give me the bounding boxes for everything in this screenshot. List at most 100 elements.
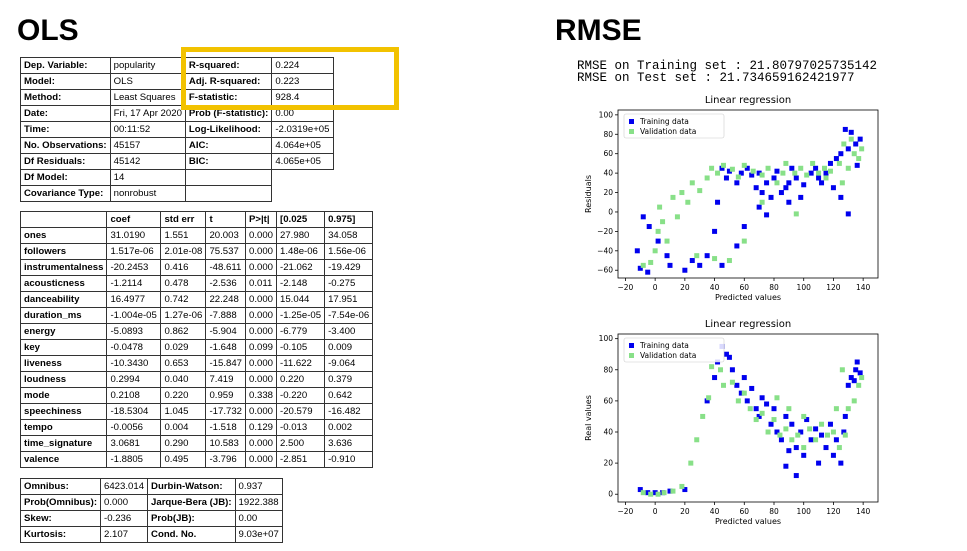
y-tick-label: 20 [603,188,613,197]
coef-value: -21.062 [276,259,326,276]
coef-value: 0.000 [244,435,278,452]
data-point-training [793,473,799,479]
data-point-training [704,398,710,404]
data-point-validation [688,460,694,466]
data-point-validation [709,165,715,171]
diagnostics-table: Omnibus: 6423.014 Durbin-Watson: 0.937 Prob(… [19,478,283,543]
data-point-training [753,406,759,412]
data-point-training [738,390,744,396]
data-point-validation [845,165,851,171]
data-point-validation [652,248,658,254]
y-axis-label: Real values [584,395,593,441]
x-tick-label: 60 [740,507,750,516]
diagnostics-label: Omnibus: [19,478,102,495]
coef-value: 0.338 [244,387,278,404]
data-point-training [712,375,718,381]
legend-marker [629,129,634,134]
coef-value: -2.536 [205,275,246,292]
data-point-validation [670,194,676,200]
data-point-validation [648,491,654,497]
x-tick-label: 0 [653,507,658,516]
chart-title: Linear regression [705,95,791,106]
y-tick-label: 0 [608,490,613,499]
data-point-training [798,194,804,200]
data-point-validation [795,432,801,438]
data-point-validation [789,437,795,443]
data-point-training [764,401,770,407]
diagnostics-value: 0.00 [234,510,283,527]
data-point-validation [753,417,759,423]
coef-header-row: coef std err t P>|t| [0.025 0.975] [19,211,374,228]
data-point-validation [712,256,718,262]
data-point-validation [765,429,771,435]
data-point-validation [640,262,646,268]
data-point-validation [830,429,836,435]
diagnostics-label: Durbin-Watson: [147,478,236,495]
coef-value: 10.583 [205,435,246,452]
data-point-training [771,175,777,181]
x-tick-label: 40 [710,507,720,516]
data-point-validation [777,432,783,438]
coef-row: mode 0.2108 0.220 0.959 0.338 -0.220 0.642 [19,387,374,404]
data-point-training [857,136,863,142]
coef-value: -16.482 [324,403,374,420]
data-point-training [793,445,799,451]
x-tick-label: 120 [826,507,841,516]
data-point-training [756,413,762,419]
coef-value: -0.220 [276,387,326,404]
coef-value: -1.25e-05 [276,307,326,324]
summary-value: 45157 [109,137,186,154]
coef-row: tempo -0.0056 0.004 -1.518 0.129 -0.013 0.002 [19,419,374,436]
data-point-training [667,488,673,494]
data-point-training [774,168,780,174]
x-tick-label: 80 [769,283,779,292]
data-point-training [729,367,735,373]
coef-value: 3.0681 [106,435,162,452]
summary-label: Dep. Variable: [20,57,111,74]
data-point-validation [729,166,735,172]
summary-label: Log-Likelihood: [184,121,273,138]
coef-value: 22.248 [205,291,246,308]
y-tick-label: 60 [603,149,613,158]
data-point-validation [801,413,807,419]
coef-value: 0.099 [244,339,278,356]
data-point-validation [856,156,862,162]
coef-value: 75.537 [205,243,246,260]
coef-value: 0.000 [244,243,278,260]
summary-row: Method: Least Squares F-statistic: 928.4 [20,89,335,106]
data-point-validation [709,364,715,370]
data-point-training [783,413,789,419]
coef-value: 17.951 [324,291,374,308]
coef-value: 0.000 [244,227,278,244]
x-tick-label: 40 [710,283,720,292]
coef-variable: speechiness [19,403,108,420]
data-point-training [854,359,860,365]
x-tick-label: −20 [618,283,634,292]
data-point-validation [836,445,842,451]
data-point-training [749,172,755,178]
coef-value: 0.000 [244,323,278,340]
data-point-validation [759,410,765,416]
coef-value: 0.495 [160,451,207,468]
data-point-validation [741,390,747,396]
legend-marker [629,353,634,358]
data-point-validation [657,204,663,210]
data-point-training [756,170,762,176]
rmse-heading: RMSE [555,14,642,47]
data-point-validation [813,437,819,443]
real-values-chart: Linear regression −20 0 20 40 60 80 100 120 140 0 2… [584,319,879,526]
coef-value: 1.551 [160,227,207,244]
coef-variable: valence [19,451,108,468]
coef-row: followers 1.517e-06 2.01e-08 75.537 0.000 1.4… [19,243,374,260]
data-point-training [753,185,759,191]
coef-value: -48.611 [205,259,246,276]
diagnostics-label: Kurtosis: [19,526,102,543]
coef-variable: ones [19,227,108,244]
legend-box [623,113,725,139]
data-point-training [808,437,814,443]
diagnostics-label: Skew: [19,510,102,527]
summary-label: Method: [20,89,111,106]
legend-label: Validation data [640,351,696,360]
data-point-validation [859,375,865,381]
data-point-training [704,253,710,259]
